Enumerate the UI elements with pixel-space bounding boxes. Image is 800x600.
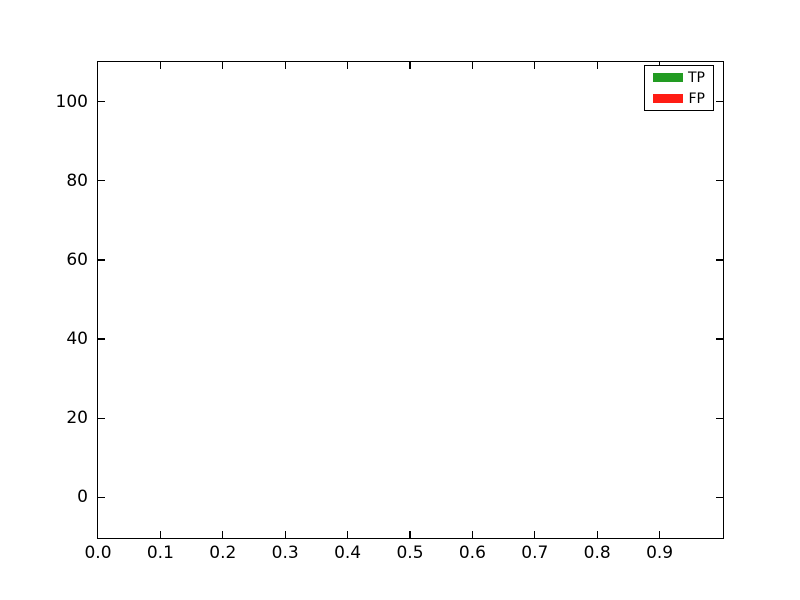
x-tick-label: 0.4	[334, 543, 362, 563]
y-tick-mark-right	[716, 417, 723, 419]
legend-swatch-tp	[653, 73, 683, 82]
legend: TP FP	[644, 65, 714, 111]
x-tick-mark-top	[222, 62, 224, 69]
x-tick-mark-bottom	[284, 531, 286, 538]
x-tick-mark-bottom	[409, 531, 411, 538]
y-tick-label: 40	[66, 329, 88, 350]
x-tick-label: 0.1	[146, 543, 174, 563]
legend-entry-tp: TP	[653, 69, 705, 86]
x-tick-mark-bottom	[534, 531, 536, 538]
x-tick-label: 0.7	[521, 543, 549, 563]
x-tick-mark-top	[534, 62, 536, 69]
y-tick-mark-left	[98, 338, 105, 340]
x-tick-label: 0.6	[458, 543, 486, 563]
y-tick-label: 80	[66, 170, 88, 191]
y-tick-mark-right	[716, 338, 723, 340]
x-tick-mark-bottom	[222, 531, 224, 538]
x-tick-label: 0.5	[396, 543, 424, 563]
x-tick-label: 0.3	[271, 543, 299, 563]
y-tick-mark-left	[98, 417, 105, 419]
x-tick-mark-top	[471, 62, 474, 69]
y-tick-label: 0	[77, 487, 88, 508]
y-tick-label: 60	[66, 249, 88, 270]
plot-area: TP FP	[97, 61, 724, 539]
x-tick-mark-top	[284, 62, 286, 69]
x-tick-mark-top	[409, 62, 411, 69]
x-tick-mark-top	[159, 62, 162, 69]
x-tick-label: 0.0	[84, 543, 112, 563]
y-tick-mark-right	[716, 180, 723, 182]
y-tick-mark-left	[98, 100, 105, 103]
x-tick-label: 0.9	[646, 543, 674, 563]
legend-swatch-fp	[653, 94, 683, 103]
y-tick-mark-left	[98, 496, 105, 499]
legend-entry-fp: FP	[653, 90, 706, 107]
y-tick-mark-left	[98, 180, 105, 182]
x-tick-mark-bottom	[159, 531, 162, 538]
y-tick-mark-right	[716, 100, 723, 103]
legend-label-tp: TP	[688, 69, 705, 86]
legend-label-fp: FP	[688, 90, 706, 107]
x-tick-mark-bottom	[596, 531, 598, 538]
x-tick-mark-bottom	[471, 531, 474, 538]
y-tick-mark-right	[716, 259, 723, 261]
x-tick-mark-bottom	[346, 531, 349, 538]
y-tick-label: 20	[66, 408, 88, 429]
y-tick-mark-left	[98, 259, 105, 261]
y-axis-label	[30, 62, 64, 537]
x-tick-mark-bottom	[658, 531, 661, 538]
y-tick-label: 100	[55, 91, 88, 112]
x-tick-mark-top	[346, 62, 349, 69]
x-tick-mark-top	[596, 62, 598, 69]
x-tick-label: 0.2	[209, 543, 237, 563]
x-tick-label: 0.8	[583, 543, 611, 563]
y-tick-mark-right	[716, 496, 723, 499]
